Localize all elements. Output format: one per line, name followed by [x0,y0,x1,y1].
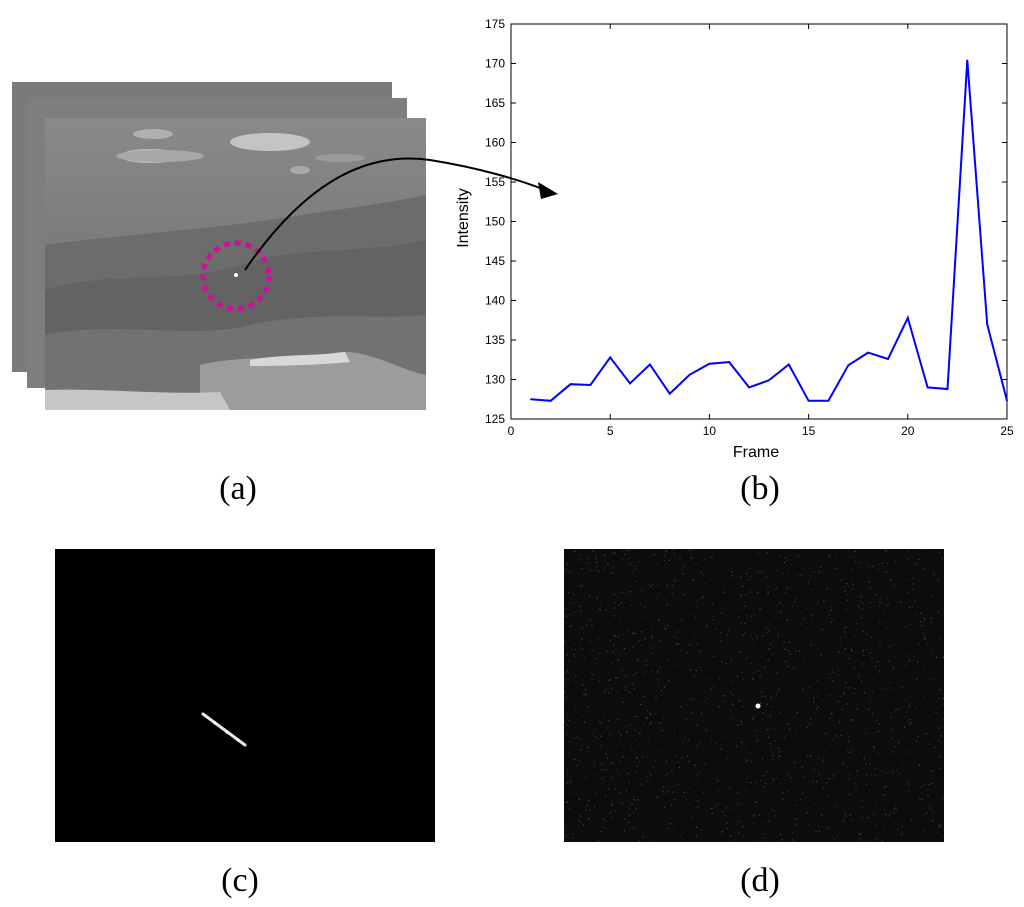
frame-stack-figure [12,82,426,410]
panel-label-a: (a) [219,470,257,507]
y-tick-label: 150 [485,215,505,229]
data-point [589,384,592,386]
x-tick-label: 25 [1000,424,1014,438]
data-point [887,358,889,360]
y-axis-label: Intensity [455,188,472,248]
panel-label-d: (d) [740,862,780,899]
target-highlight-circle [200,240,272,312]
data-point [1006,400,1008,402]
point-result-image [564,549,944,842]
y-tick-label: 165 [485,96,505,110]
data-point [827,400,830,402]
data-point [688,373,691,376]
x-tick-label: 0 [508,424,515,438]
streak-result-image [55,549,435,842]
x-tick-label: 5 [607,424,614,438]
x-tick-label: 20 [901,424,915,438]
data-point [728,361,731,363]
data-point [609,356,611,359]
y-tick-label: 145 [485,254,505,268]
x-tick-label: 15 [802,424,816,438]
y-tick-label: 175 [485,17,505,31]
data-point [549,400,552,402]
data-point [807,400,810,402]
data-point [847,364,850,367]
data-point [966,59,969,62]
y-tick-label: 140 [485,294,505,308]
y-tick-label: 135 [485,333,505,347]
data-point [768,379,770,382]
data-point [530,398,532,401]
panel-label-b: (b) [740,470,780,507]
data-point [787,363,790,366]
frame-front [45,118,426,410]
data-point [926,386,929,389]
y-tick-label: 130 [485,373,505,387]
y-tick-label: 160 [485,136,505,150]
data-point [649,363,651,366]
x-axis-label: Frame [733,444,779,461]
intensity-chart: 0 5 10 15 20 25 125 130 135 140 145 150 155 160 165 170… [455,17,1014,461]
data-point [907,317,909,319]
data-point [986,323,988,326]
data-point [569,383,572,386]
chart-ticks: 0 5 10 15 20 25 125 130 135 140 145 150 155 160 165 170… [485,17,1014,438]
y-tick-label: 170 [485,57,505,71]
y-tick-label: 125 [485,412,505,426]
panel-label-c: (c) [221,862,259,899]
chart-points [530,59,1008,402]
data-point [748,386,750,389]
data-point [629,382,631,385]
data-point [708,362,711,365]
data-point [867,351,869,354]
data-point [946,388,949,390]
y-tick-label: 155 [485,175,505,189]
x-tick-label: 10 [703,424,717,438]
data-point [668,392,671,395]
